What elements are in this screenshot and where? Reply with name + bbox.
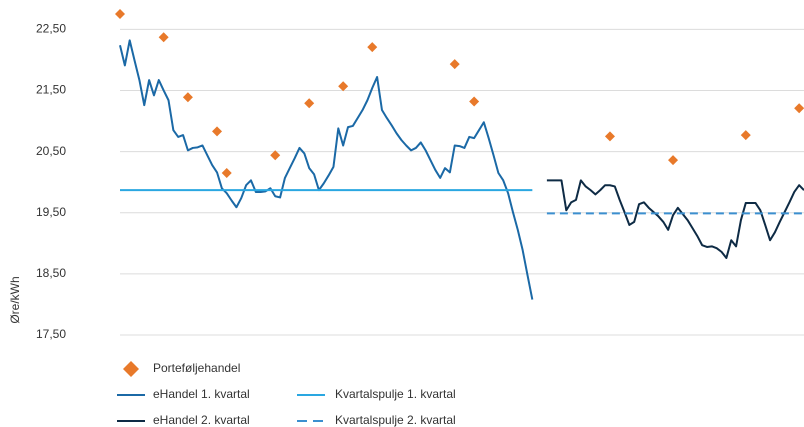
legend-label: Kvartalspulje 1. kvartal bbox=[335, 387, 456, 401]
diamond-marker bbox=[115, 9, 125, 20]
y-axis-label: Øre/kWh bbox=[8, 276, 22, 323]
series-line bbox=[119, 39, 534, 300]
y-tick-label: 19,50 bbox=[36, 205, 66, 219]
diamond-marker bbox=[304, 98, 315, 109]
diamond-marker bbox=[367, 42, 378, 53]
diamond-marker bbox=[158, 32, 169, 43]
diamond-marker bbox=[182, 92, 193, 103]
diamond-marker bbox=[212, 126, 223, 137]
y-tick-label: 20,50 bbox=[36, 144, 66, 158]
legend-label: Kvartalspulje 2. kvartal bbox=[335, 413, 456, 427]
y-tick-label: 21,50 bbox=[36, 83, 66, 97]
y-tick-label: 18,50 bbox=[36, 266, 66, 280]
diamond-marker bbox=[740, 130, 751, 141]
legend-label: eHandel 1. kvartal bbox=[153, 387, 250, 401]
diamond-marker bbox=[221, 168, 232, 178]
y-tick-label: 22,50 bbox=[36, 22, 66, 36]
diamond-marker bbox=[668, 155, 679, 166]
legend-label: eHandel 2. kvartal bbox=[153, 413, 250, 427]
y-tick-label: 17,50 bbox=[36, 327, 66, 341]
diamond-marker bbox=[449, 59, 460, 70]
diamond-marker bbox=[794, 103, 804, 114]
legend-diamond bbox=[123, 361, 139, 377]
diamond-marker bbox=[469, 96, 480, 107]
legend-label: Porteføljehandel bbox=[153, 361, 240, 375]
diamond-marker bbox=[270, 150, 281, 161]
diamond-marker bbox=[604, 131, 615, 142]
series-line bbox=[546, 179, 804, 259]
diamond-marker bbox=[338, 81, 349, 92]
